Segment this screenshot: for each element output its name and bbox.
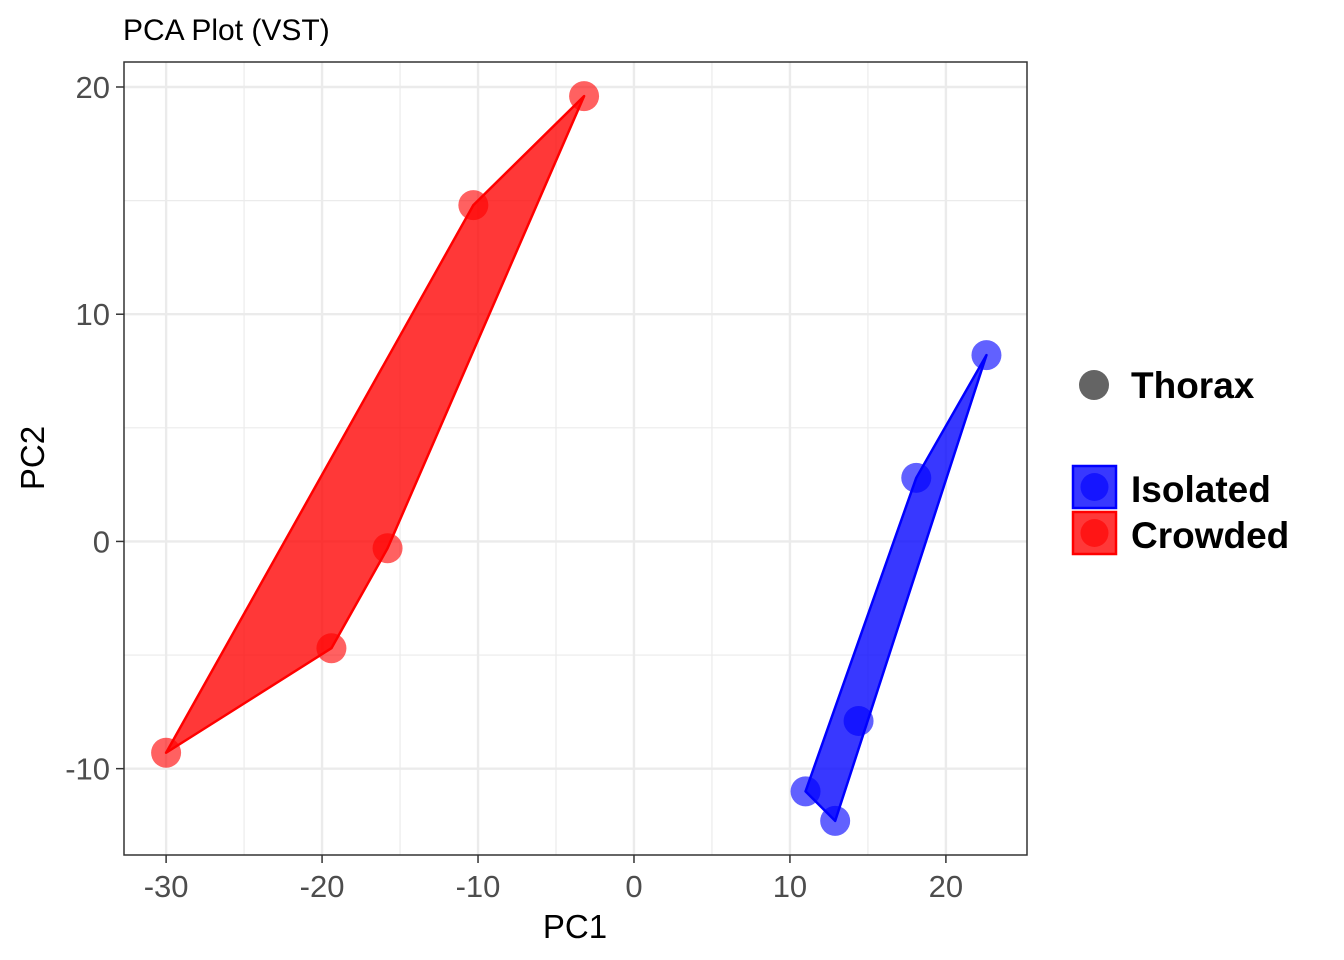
legend-key-point-crowded — [1080, 519, 1109, 547]
data-point-isolated — [790, 776, 821, 807]
legend-label-isolated: Isolated — [1131, 469, 1271, 510]
legend-label-thorax: Thorax — [1131, 365, 1255, 406]
legend-fill-items: Isolated Crowded — [1071, 464, 1289, 556]
legend-key-point-isolated — [1080, 473, 1109, 501]
hull-crowded — [164, 94, 586, 755]
data-point-isolated — [971, 340, 1002, 371]
data-point-isolated — [843, 705, 874, 736]
x-tick-label: -20 — [300, 869, 345, 904]
axes: -30 -20 -10 0 10 20 -10 0 10 20 — [65, 70, 963, 904]
y-tick-label: -10 — [65, 752, 110, 787]
y-tick-label: 0 — [93, 524, 110, 559]
data-point-isolated — [820, 805, 851, 836]
data-point-crowded — [316, 633, 347, 664]
x-axis-title: PC1 — [543, 908, 607, 945]
x-tick-label: 0 — [625, 869, 642, 904]
data-points — [151, 81, 1002, 836]
data-point-crowded — [458, 190, 489, 221]
hull-polygons — [164, 94, 988, 823]
x-tick-label: 10 — [773, 869, 807, 904]
y-tick-label: 10 — [76, 297, 110, 332]
y-tick-label: 20 — [76, 70, 110, 105]
data-point-crowded — [372, 533, 403, 564]
x-tick-label: -30 — [144, 869, 189, 904]
plot-panel — [124, 62, 1027, 855]
data-point-isolated — [901, 462, 932, 493]
legend: Thorax Isolated Crowded — [1071, 365, 1289, 556]
data-point-crowded — [151, 737, 182, 768]
y-axis-title: PC2 — [14, 426, 51, 490]
x-tick-label: -10 — [456, 869, 501, 904]
x-tick-label: 20 — [929, 869, 963, 904]
plot-panel-border — [123, 61, 1028, 856]
legend-label-crowded: Crowded — [1131, 515, 1289, 556]
data-point-crowded — [569, 81, 600, 112]
chart-title: PCA Plot (VST) — [123, 14, 330, 47]
legend-shape-marker — [1079, 370, 1109, 400]
